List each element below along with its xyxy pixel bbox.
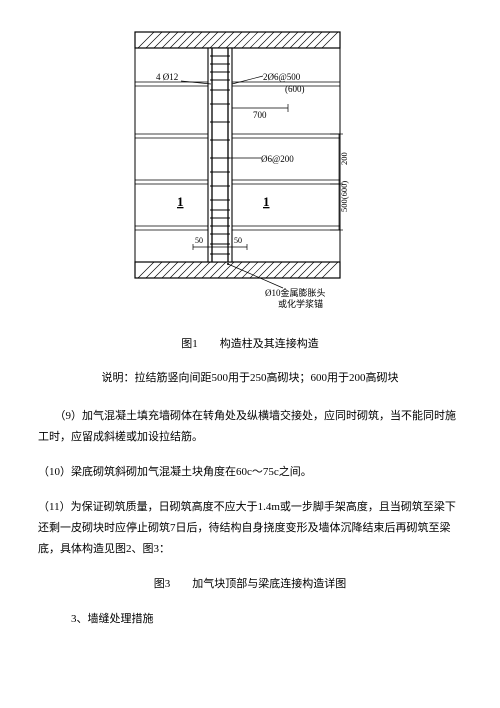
label-lower-right: 1 <box>263 194 270 209</box>
label-50-right: 50 <box>234 236 242 245</box>
label-50-left: 50 <box>195 236 203 245</box>
explain-text: 说明：拉结筋竖向间距500用于250高砌块；600用于200高砌块 <box>38 369 462 388</box>
paragraph-11: （11）为保证砌筑质量，日砌筑高度不应大于1.4m或一步脚手架高度，且当砌筑至梁… <box>38 497 462 560</box>
label-phi10-annot: Ø10金属膨胀头 <box>265 287 326 298</box>
label-4phi12: 4 Ø12 <box>156 72 178 82</box>
label-2phi6-500: 2Ø6@500 <box>263 72 301 82</box>
label-600: (600) <box>285 84 305 94</box>
paragraph-10: （10）梁底砌筑斜砌加气混凝土块角度在60c～75c之间。 <box>38 462 462 483</box>
paragraph-9: （9）加气混凝土填充墙砌体在转角处及纵横墙交接处，应同时砌筑，当不能同时施工时，… <box>38 406 462 448</box>
top-beam <box>135 32 340 48</box>
bottom-beam <box>135 262 340 278</box>
figure-1-caption: 图1 构造柱及其连接构造 <box>38 335 462 354</box>
subhead-3: 3、墙缝处理措施 <box>71 610 462 629</box>
label-200-side: 200 <box>339 152 349 165</box>
label-lower-left: 1 <box>177 194 184 209</box>
figure-svg: 4 Ø12 2Ø6@500 (600) 700 Ø6@200 1 1 50 50 <box>133 30 368 310</box>
figure-3-caption: 图3 加气块顶部与梁底连接构造详图 <box>38 575 462 594</box>
label-chem-annot: 或化学浆锚 <box>278 298 323 309</box>
label-phi6-200: Ø6@200 <box>261 154 294 164</box>
figure-1: 4 Ø12 2Ø6@500 (600) 700 Ø6@200 1 1 50 50 <box>38 30 462 317</box>
label-700: 700 <box>253 110 267 120</box>
label-500-600: 500(600) <box>339 181 349 212</box>
